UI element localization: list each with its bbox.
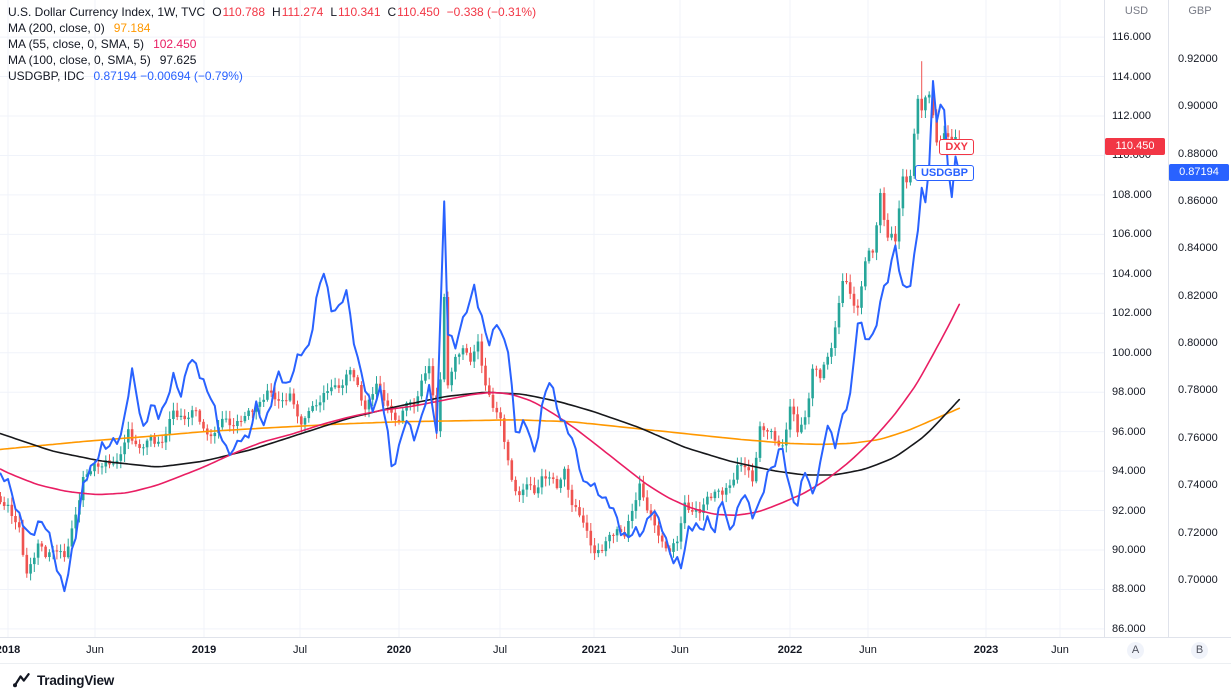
time-tick-label: 2021	[581, 644, 607, 656]
time-tick-label: 2023	[973, 644, 999, 656]
usd-tick-label: 86.000	[1112, 622, 1146, 635]
indicator-label: MA (100, close, 0, SMA, 5)	[8, 53, 151, 67]
footer-bar: TradingView	[0, 663, 1231, 696]
chart-legend: U.S. Dollar Currency Index, 1W, TVC O110…	[8, 5, 536, 85]
gbp-tick-label: 0.84000	[1178, 242, 1218, 255]
time-tick-label: Jun	[859, 644, 877, 656]
indicator-legend-row-2[interactable]: MA (100, close, 0, SMA, 5) 97.625	[8, 53, 536, 69]
gbp-tick-label: 0.92000	[1178, 52, 1218, 65]
indicator-value: 102.450	[153, 37, 197, 51]
gbp-tick-label: 0.72000	[1178, 526, 1218, 539]
time-tick-label: Jun	[1051, 644, 1069, 656]
usd-tick-label: 104.000	[1112, 267, 1152, 280]
indicator-value: 97.184	[113, 21, 151, 35]
tradingview-logo-icon[interactable]	[12, 671, 30, 689]
indicator-label: MA (200, close, 0)	[8, 21, 105, 35]
time-tick-label: Jun	[86, 644, 104, 656]
usd-tick-label: 88.000	[1112, 583, 1146, 596]
gbp-tick-label: 0.74000	[1178, 479, 1218, 492]
usdgbp-line	[0, 80, 961, 593]
symbol-change: −0.338 (−0.31%)	[446, 5, 537, 19]
usd-tick-label: 92.000	[1112, 504, 1146, 517]
ma200-line	[0, 407, 961, 451]
ohlc-close: C110.450	[387, 5, 440, 19]
indicator-legend-list: MA (200, close, 0) 97.184 MA (55, close, 0…	[8, 21, 536, 85]
ma55-line	[0, 303, 961, 517]
usd-price-scale[interactable]: USD 86.000 88.000 90.000 92.000 94.000 96.000…	[1104, 0, 1168, 637]
indicator-label: USDGBP, IDC	[8, 69, 85, 83]
usd-tick-label: 102.000	[1112, 307, 1152, 320]
gbp-tick-label: 0.76000	[1178, 431, 1218, 444]
gbp-tick-label: 0.88000	[1178, 147, 1218, 160]
time-scale[interactable]: A B 2018 Jun 2019 Jul 2020 Jul 2021 Jun 2022 Jun 2…	[0, 637, 1231, 663]
usdgbp-last-price-badge: 0.87194	[1169, 164, 1229, 182]
gbp-tick-label: 0.86000	[1178, 195, 1218, 208]
gbp-tick-label: 0.80000	[1178, 337, 1218, 350]
gbp-tick-label: 0.70000	[1178, 573, 1218, 586]
gbp-tick-label: 0.82000	[1178, 289, 1218, 302]
gbp-scale-mode-button[interactable]: B	[1191, 642, 1208, 659]
indicator-legend-row-0[interactable]: MA (200, close, 0) 97.184	[8, 21, 536, 37]
indicator-value: 97.625	[159, 53, 197, 67]
symbol-legend-row[interactable]: U.S. Dollar Currency Index, 1W, TVC O110…	[8, 5, 536, 21]
usd-tick-label: 100.000	[1112, 346, 1152, 359]
time-tick-label: 2022	[777, 644, 803, 656]
ma100-line	[0, 391, 961, 476]
time-tick-label: Jul	[292, 644, 308, 656]
usd-tick-label: 94.000	[1112, 465, 1146, 478]
dxy-candles	[0, 61, 961, 581]
usd-tick-label: 116.000	[1112, 31, 1151, 44]
ohlc-low: L110.341	[330, 5, 381, 19]
gbp-tick-label: 0.90000	[1178, 100, 1218, 113]
grid-lines	[0, 0, 1104, 637]
usd-axis-title: USD	[1124, 5, 1149, 17]
usd-tick-label: 106.000	[1112, 228, 1152, 241]
usd-scale-mode-button[interactable]: A	[1127, 642, 1144, 659]
symbol-title: U.S. Dollar Currency Index, 1W, TVC	[8, 5, 206, 19]
usd-tick-label: 98.000	[1112, 386, 1146, 399]
indicator-label: MA (55, close, 0, SMA, 5)	[8, 37, 145, 51]
usd-tick-label: 114.000	[1112, 70, 1151, 83]
indicator-value: 0.87194 −0.00694 (−0.79%)	[93, 69, 243, 83]
price-chart-canvas[interactable]	[0, 0, 1104, 637]
time-tick-label: 2020	[386, 644, 412, 656]
time-tick-label: Jul	[492, 644, 508, 656]
time-tick-label: Jun	[671, 644, 689, 656]
dxy-last-price-badge: 110.450	[1105, 138, 1165, 156]
indicator-legend-row-1[interactable]: MA (55, close, 0, SMA, 5) 102.450	[8, 37, 536, 53]
usd-tick-label: 90.000	[1112, 544, 1146, 556]
usd-tick-label: 112.000	[1112, 109, 1151, 122]
indicator-legend-row-3[interactable]: USDGBP, IDC 0.87194 −0.00694 (−0.79%)	[8, 69, 536, 85]
chart-plot-area[interactable]: U.S. Dollar Currency Index, 1W, TVC O110…	[0, 0, 1104, 637]
tradingview-wordmark[interactable]: TradingView	[37, 672, 115, 688]
usd-tick-label: 96.000	[1112, 425, 1146, 438]
gbp-tick-label: 0.78000	[1178, 384, 1218, 397]
gbp-axis-title: GBP	[1188, 5, 1212, 17]
time-tick-label: 2018	[0, 644, 21, 656]
ohlc-high: H111.274	[272, 5, 324, 19]
ohlc-open: O110.788	[212, 5, 266, 19]
gbp-price-scale[interactable]: GBP 0.70000 0.72000 0.74000 0.76000 0.78000 0…	[1168, 0, 1231, 637]
usd-tick-label: 108.000	[1112, 188, 1152, 201]
dxy-series-flag: DXY	[939, 138, 974, 155]
time-tick-label: 2019	[191, 644, 217, 656]
usdgbp-series-flag: USDGBP	[914, 164, 974, 181]
